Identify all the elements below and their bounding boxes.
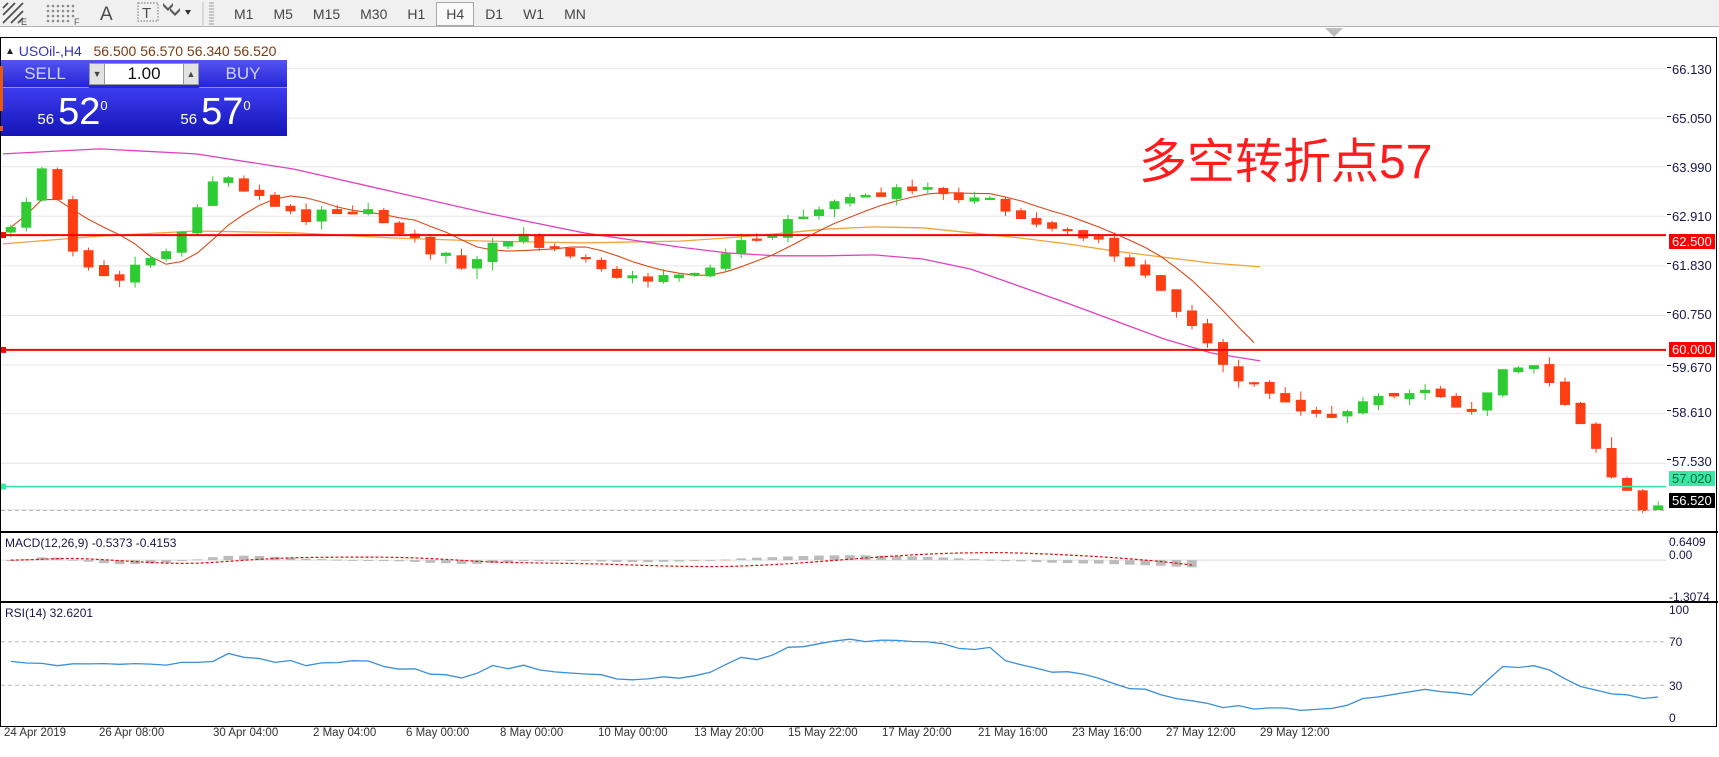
- svg-text:A: A: [100, 4, 113, 25]
- svg-text:多空转折点57: 多空转折点57: [1139, 136, 1432, 189]
- svg-text:E: E: [21, 17, 27, 27]
- svg-text:T: T: [142, 5, 151, 22]
- svg-text:F: F: [74, 17, 80, 27]
